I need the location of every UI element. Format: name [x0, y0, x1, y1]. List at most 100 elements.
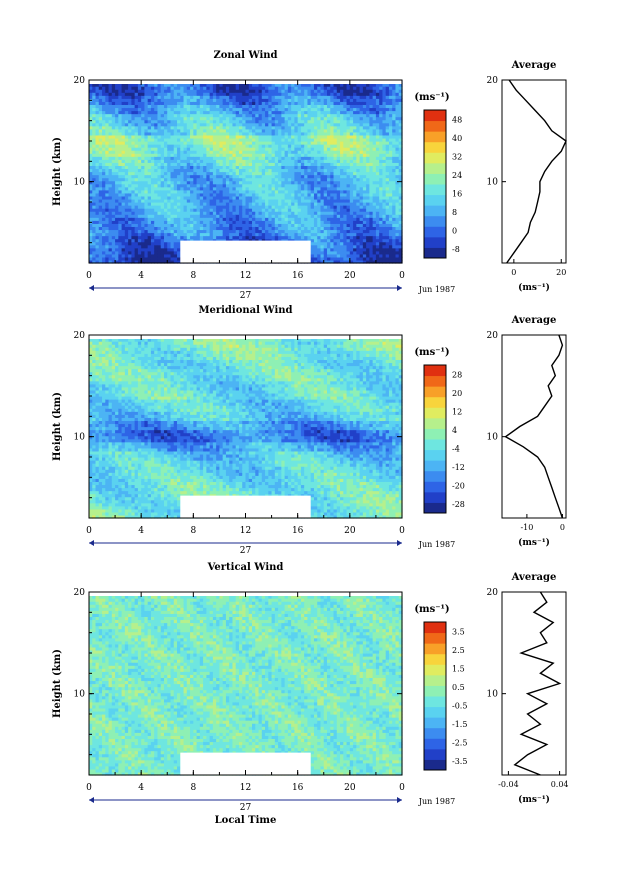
heatmap-cell — [105, 220, 110, 224]
heatmap-cell — [115, 86, 119, 90]
heatmap-cell — [144, 205, 149, 209]
heatmap-cell — [180, 101, 185, 105]
heatmap-cell — [258, 98, 263, 102]
heatmap-cell — [235, 232, 240, 237]
heatmap-cell — [124, 113, 129, 118]
heatmap-cell — [170, 162, 175, 166]
heatmap-cell — [193, 113, 198, 118]
heatmap-cell — [163, 211, 168, 215]
heatmap-cell — [124, 238, 129, 243]
heatmap-cell — [258, 144, 263, 148]
heatmap-cell — [163, 134, 168, 139]
heatmap-cell — [121, 192, 126, 197]
heatmap-cell — [248, 177, 253, 182]
heatmap-cell — [147, 238, 152, 243]
heatmap-cell — [173, 162, 178, 166]
heatmap-cell — [98, 241, 103, 246]
heatmap-cell — [150, 198, 155, 203]
heatmap-cell — [222, 211, 227, 215]
heatmap-cell — [216, 116, 221, 121]
heatmap-cell — [232, 174, 237, 179]
heatmap-cell — [102, 165, 106, 170]
heatmap-cell — [131, 208, 136, 212]
heatmap-cell — [115, 141, 119, 145]
heatmap-cell — [108, 137, 113, 142]
heatmap-cell — [216, 235, 221, 240]
heatmap-cell — [170, 131, 175, 136]
heatmap-cell — [137, 98, 142, 102]
heatmap-cell — [167, 229, 172, 234]
heatmap-cell — [98, 232, 103, 237]
heatmap-cell — [154, 217, 159, 221]
heatmap-cell — [160, 119, 165, 124]
heatmap-cell — [154, 171, 159, 176]
heatmap-cell — [190, 211, 194, 215]
heatmap-cell — [118, 159, 123, 163]
heatmap-cell — [144, 110, 149, 115]
heatmap-cell — [255, 226, 260, 231]
heatmap-cell — [118, 101, 123, 105]
heatmap-cell — [95, 253, 100, 258]
heatmap-cell — [134, 86, 139, 90]
heatmap-cell — [222, 214, 227, 218]
heatmap-cell — [131, 229, 136, 234]
heatmap-cell — [258, 223, 263, 227]
heatmap-cell — [92, 125, 97, 130]
heatmap-cell — [124, 208, 129, 212]
heatmap-cell — [144, 119, 149, 124]
heatmap-cell — [219, 208, 224, 212]
heatmap-cell — [242, 147, 247, 151]
heatmap-cell — [134, 223, 139, 227]
heatmap-cell — [186, 229, 191, 234]
heatmap-cell — [105, 156, 110, 160]
heatmap-cell — [186, 189, 191, 194]
heatmap-cell — [163, 226, 168, 231]
heatmap-cell — [111, 113, 116, 118]
heatmap-cell — [212, 214, 217, 218]
heatmap-cell — [248, 198, 253, 203]
heatmap-cell — [163, 235, 168, 240]
heatmap-cell — [248, 211, 253, 215]
heatmap-cell — [131, 226, 136, 231]
heatmap-cell — [216, 156, 221, 160]
heatmap-cell — [206, 171, 211, 176]
heatmap-cell — [134, 235, 139, 240]
heatmap-cell — [255, 98, 260, 102]
heatmap-cell — [248, 192, 253, 197]
heatmap-cell — [95, 202, 100, 206]
heatmap-cell — [111, 174, 116, 179]
heatmap-cell — [170, 156, 175, 160]
heatmap-cell — [232, 189, 237, 194]
heatmap-cell — [170, 168, 175, 173]
heatmap-cell — [216, 217, 221, 221]
heatmap-cell — [238, 198, 243, 203]
heatmap-cell — [212, 171, 217, 176]
heatmap-cell — [196, 95, 201, 99]
heatmap-cell — [160, 202, 165, 206]
heatmap-cell — [124, 256, 129, 261]
heatmap-cell — [186, 137, 191, 142]
heatmap-cell — [167, 214, 172, 218]
heatmap-cell — [124, 92, 129, 96]
heatmap-cell — [167, 217, 172, 221]
heatmap-cell — [170, 171, 175, 176]
heatmap-cell — [206, 208, 211, 212]
heatmap-cell — [89, 125, 93, 130]
heatmap-cell — [190, 208, 194, 212]
heatmap-cell — [248, 98, 253, 102]
heatmap-cell — [232, 165, 237, 170]
heatmap-cell — [222, 101, 227, 105]
heatmap-cell — [98, 205, 103, 209]
heatmap-cell — [124, 211, 129, 215]
heatmap-cell — [199, 122, 204, 127]
heatmap-cell — [255, 125, 260, 130]
heatmap-cell — [196, 92, 201, 96]
heatmap-cell — [216, 104, 221, 109]
heatmap-cell — [115, 101, 119, 105]
heatmap-cell — [157, 101, 162, 105]
heatmap-cell — [193, 162, 198, 166]
heatmap-cell — [212, 211, 217, 215]
heatmap-cell — [128, 195, 132, 200]
heatmap-cell — [177, 180, 181, 185]
heatmap-cell — [209, 168, 214, 173]
